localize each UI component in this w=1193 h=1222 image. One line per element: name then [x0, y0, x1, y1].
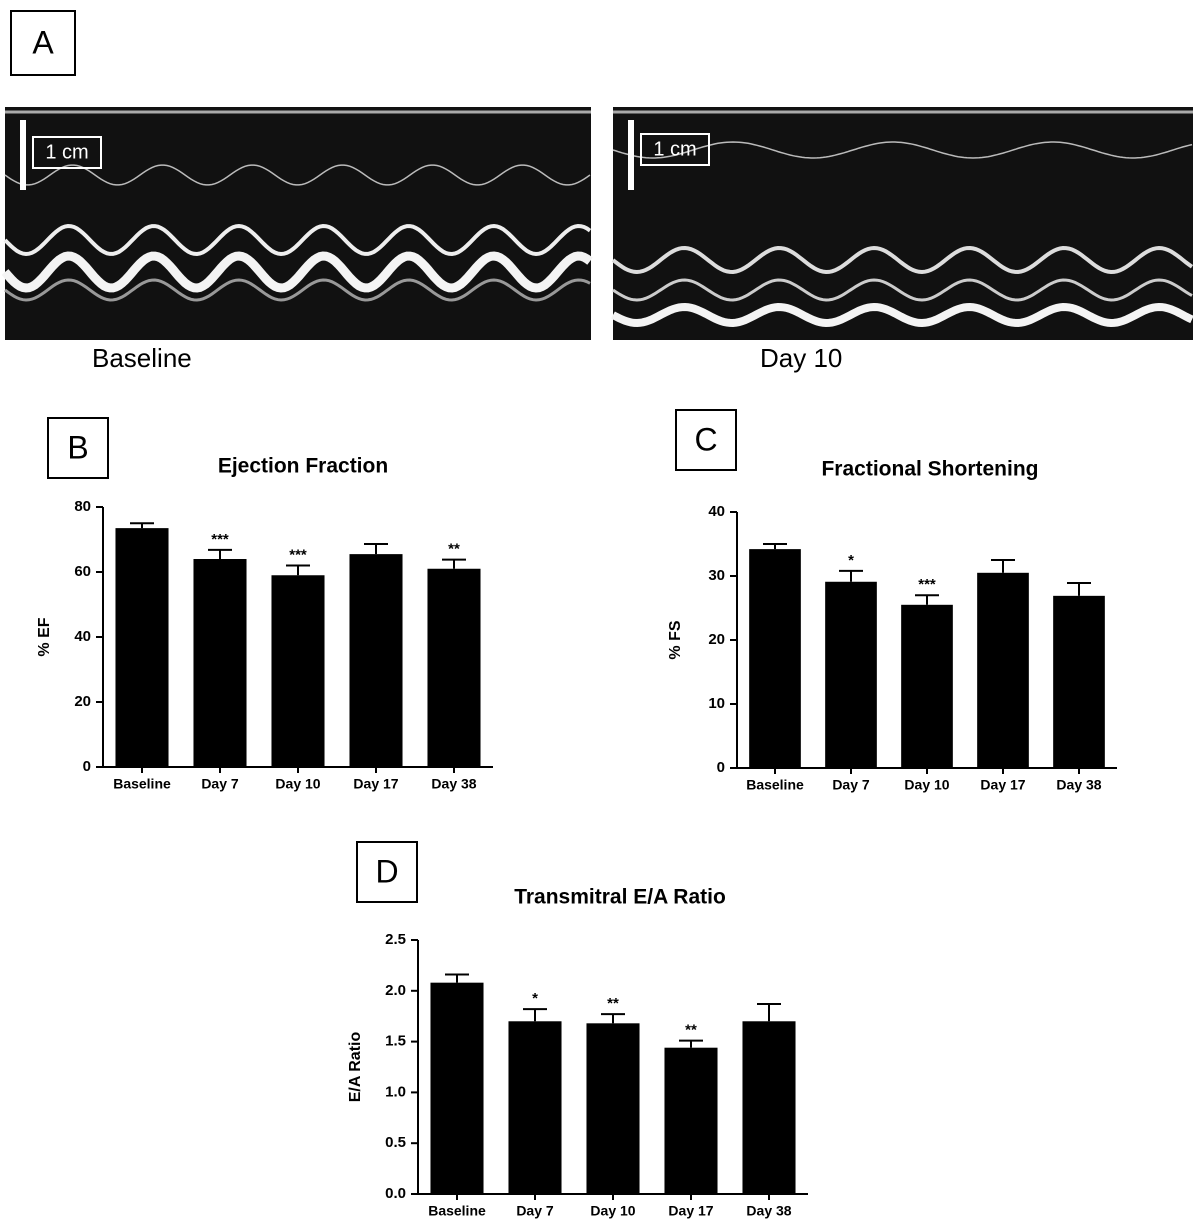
x-tick-label: Day 38: [746, 1203, 791, 1219]
y-tick-label: 0: [83, 758, 91, 775]
scale-label: 1 cm: [45, 141, 88, 163]
bar: [271, 575, 324, 767]
x-tick-label: Baseline: [746, 777, 804, 793]
bar: [977, 573, 1029, 768]
y-tick-label: 0.5: [385, 1134, 406, 1151]
significance-label: ***: [289, 546, 307, 563]
significance-label: *: [848, 552, 854, 569]
significance-label: ***: [918, 576, 936, 593]
y-axis-label: % EF: [36, 617, 53, 656]
bar: [430, 983, 483, 1194]
chart-title: Fractional Shortening: [821, 458, 1038, 481]
panel-label: D: [375, 853, 398, 889]
bar: [427, 569, 480, 767]
bar: [508, 1021, 561, 1194]
x-tick-label: Day 10: [275, 776, 320, 792]
y-axis-label: E/A Ratio: [347, 1032, 364, 1103]
image-caption: Day 10: [760, 343, 842, 373]
y-tick-label: 1.0: [385, 1083, 406, 1100]
x-tick-label: Day 38: [431, 776, 476, 792]
y-tick-label: 2.5: [385, 931, 406, 948]
x-tick-label: Day 17: [980, 777, 1025, 793]
x-tick-label: Day 38: [1056, 777, 1101, 793]
significance-label: **: [448, 541, 460, 558]
y-tick-label: 60: [74, 563, 91, 580]
figure: A 1 cm 1 cm Baseline Day 10 B Ejection Fr…: [0, 0, 1193, 1222]
bar: [742, 1021, 795, 1194]
bar: [901, 605, 953, 768]
significance-label: **: [685, 1022, 697, 1039]
significance-label: *: [532, 990, 538, 1007]
y-tick-label: 20: [74, 693, 91, 710]
bar: [349, 554, 402, 767]
x-tick-label: Baseline: [428, 1203, 486, 1219]
y-tick-label: 40: [708, 503, 725, 520]
y-tick-label: 2.0: [385, 982, 406, 999]
y-tick-label: 1.5: [385, 1033, 406, 1050]
y-tick-label: 0: [717, 759, 725, 776]
y-tick-label: 0.0: [385, 1185, 406, 1202]
significance-label: **: [607, 995, 619, 1012]
echo-image: [5, 107, 591, 340]
scale-label: 1 cm: [653, 138, 696, 160]
y-tick-label: 30: [708, 567, 725, 584]
y-tick-label: 20: [708, 631, 725, 648]
x-tick-label: Day 10: [904, 777, 949, 793]
bar: [664, 1048, 717, 1194]
significance-label: ***: [211, 531, 229, 548]
y-axis-label: % FS: [667, 620, 684, 659]
x-tick-label: Day 7: [201, 776, 239, 792]
bar: [115, 528, 168, 767]
bar: [586, 1023, 639, 1194]
panel-label: A: [32, 24, 54, 60]
chart-title: Transmitral E/A Ratio: [514, 886, 726, 909]
chart-title: Ejection Fraction: [218, 455, 388, 478]
x-tick-label: Baseline: [113, 776, 171, 792]
bar: [1053, 596, 1105, 768]
bar: [193, 559, 246, 767]
y-tick-label: 40: [74, 628, 91, 645]
panel-label: B: [67, 429, 88, 465]
bar: [825, 582, 877, 768]
x-tick-label: Day 10: [590, 1203, 635, 1219]
y-tick-label: 10: [708, 695, 725, 712]
x-tick-label: Day 17: [668, 1203, 713, 1219]
y-tick-label: 80: [74, 498, 91, 515]
image-caption: Baseline: [92, 343, 192, 373]
x-tick-label: Day 7: [516, 1203, 554, 1219]
bar: [749, 549, 801, 768]
panel-label: C: [694, 421, 717, 457]
x-tick-label: Day 17: [353, 776, 398, 792]
x-tick-label: Day 7: [832, 777, 870, 793]
